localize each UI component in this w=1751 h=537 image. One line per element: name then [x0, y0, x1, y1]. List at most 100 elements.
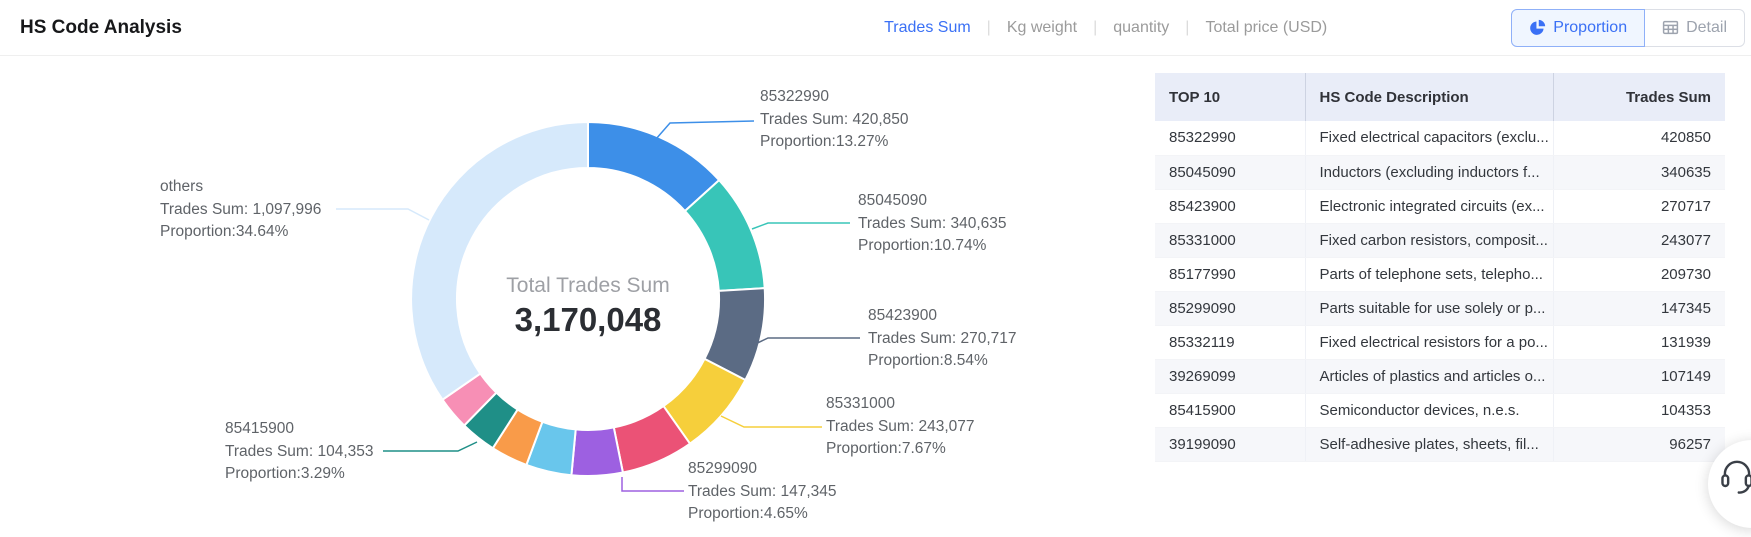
leader-line-others [336, 208, 430, 221]
callout-code: 85299090 [688, 460, 757, 477]
callout-trades-sum: Trades Sum: 147,345 [688, 482, 837, 500]
table-row: 85331000 Fixed carbon resistors, composit… [1155, 223, 1725, 258]
leader-line-85415900 [383, 441, 478, 452]
callout-proportion: Proportion:34.64% [160, 223, 289, 240]
trades-sum-cell: 104353 [1553, 393, 1725, 428]
trades-sum-cell: 340635 [1553, 155, 1725, 190]
table-header-row: TOP 10 HS Code Description Trades Sum [1155, 73, 1725, 121]
hs-code-cell: 85322990 [1155, 121, 1306, 156]
donut-center-text: Total Trades Sum 3,170,048 [438, 273, 738, 341]
callout-proportion: Proportion:7.67% [826, 440, 946, 457]
leader-line-85423900 [748, 337, 860, 348]
description-cell: Self-adhesive plates, sheets, fil... [1305, 427, 1554, 462]
pie-chart-icon [1529, 19, 1546, 36]
callout-trades-sum: Trades Sum: 340,635 [858, 214, 1007, 232]
callout-trades-sum: Trades Sum: 104,353 [225, 442, 374, 460]
trades-sum-cell: 243077 [1553, 223, 1725, 258]
trades-sum-cell: 270717 [1553, 189, 1725, 224]
trades-sum-cell: 209730 [1553, 257, 1725, 292]
description-cell: Electronic integrated circuits (ex... [1305, 189, 1554, 224]
callout-code: 85415900 [225, 420, 294, 437]
metric-tab-trades-sum[interactable]: Trades Sum [884, 18, 971, 36]
trades-sum-cell: 147345 [1553, 291, 1725, 326]
callout-proportion: Proportion:8.54% [868, 352, 988, 369]
callout-code: 85331000 [826, 395, 895, 412]
hs-code-cell: 85177990 [1155, 257, 1306, 292]
description-cell: Inductors (excluding inductors f... [1305, 155, 1554, 190]
metric-tab-kg-weight[interactable]: Kg weight [971, 19, 1077, 37]
trades-sum-cell: 107149 [1553, 359, 1725, 394]
callout-code: others [160, 178, 204, 195]
callout-85322990: 85322990 Trades Sum: 420,850 Proportion:… [760, 86, 908, 154]
hs-code-cell: 85415900 [1155, 393, 1306, 428]
description-cell: Parts of telephone sets, telepho... [1305, 257, 1554, 292]
column-header-description: HS Code Description [1305, 73, 1554, 121]
header-bar: HS Code Analysis Trades Sum Kg weight qu… [0, 0, 1751, 56]
leader-line-85331000 [720, 415, 822, 428]
detail-button-label: Detail [1686, 18, 1727, 36]
leader-line-85299090 [621, 477, 684, 492]
donut-segment-others[interactable] [410, 120, 589, 402]
column-header-top10: TOP 10 [1155, 73, 1306, 121]
callout-trades-sum: Trades Sum: 420,850 [760, 110, 909, 128]
hs-code-cell: 85045090 [1155, 155, 1306, 190]
proportion-button-label: Proportion [1553, 18, 1628, 36]
callout-proportion: Proportion:10.74% [858, 237, 987, 254]
hs-code-cell: 85299090 [1155, 291, 1306, 326]
description-cell: Fixed electrical capacitors (exclu... [1305, 121, 1554, 156]
hs-code-cell: 85331000 [1155, 223, 1306, 258]
hs-code-cell: 85423900 [1155, 189, 1306, 224]
callout-others: others Trades Sum: 1,097,996 Proportion:… [160, 176, 321, 244]
callout-proportion: Proportion:4.65% [688, 505, 808, 522]
description-cell: Fixed carbon resistors, composit... [1305, 223, 1554, 258]
callout-proportion: Proportion:13.27% [760, 133, 889, 150]
table-row: 85415900 Semiconductor devices, n.e.s. 104… [1155, 393, 1725, 428]
description-cell: Parts suitable for use solely or p... [1305, 291, 1554, 326]
callout-trades-sum: Trades Sum: 243,077 [826, 417, 975, 435]
donut-segment-85299090[interactable] [570, 426, 625, 477]
table-row: 39269099 Articles of plastics and article… [1155, 359, 1725, 394]
callout-code: 85423900 [868, 307, 937, 324]
trades-sum-cell: 420850 [1553, 121, 1725, 156]
metric-tabs: Trades Sum Kg weight quantity Total pric… [884, 19, 1327, 37]
description-cell: Fixed electrical resistors for a po... [1305, 325, 1554, 360]
hs-code-cell: 39199090 [1155, 427, 1306, 462]
callout-trades-sum: Trades Sum: 1,097,996 [160, 200, 322, 218]
leader-line-85322990 [655, 120, 755, 140]
table-grid-icon [1662, 19, 1679, 36]
top10-table: TOP 10 HS Code Description Trades Sum 85… [1155, 73, 1725, 462]
hs-code-cell: 85332119 [1155, 325, 1306, 360]
detail-button[interactable]: Detail [1644, 8, 1745, 47]
callout-trades-sum: Trades Sum: 270,717 [868, 329, 1017, 347]
table-row: 85423900 Electronic integrated circuits (… [1155, 189, 1725, 224]
table-row: 85332119 Fixed electrical resistors for a… [1155, 325, 1725, 360]
callout-85331000: 85331000 Trades Sum: 243,077 Proportion:… [826, 393, 974, 461]
metric-tab-quantity[interactable]: quantity [1077, 19, 1169, 37]
table-row: 39199090 Self-adhesive plates, sheets, fi… [1155, 427, 1725, 462]
column-header-trades-sum: Trades Sum [1553, 73, 1725, 121]
description-cell: Articles of plastics and articles o... [1305, 359, 1554, 394]
page-title: HS Code Analysis [20, 16, 182, 38]
total-trades-sum-label: Total Trades Sum [506, 274, 670, 297]
metric-tab-total-price[interactable]: Total price (USD) [1169, 19, 1327, 37]
callout-code: 85045090 [858, 192, 927, 209]
hs-code-cell: 39269099 [1155, 359, 1306, 394]
total-trades-sum-value: 3,170,048 [514, 301, 662, 338]
description-cell: Semiconductor devices, n.e.s. [1305, 393, 1554, 428]
callout-85415900: 85415900 Trades Sum: 104,353 Proportion:… [225, 418, 373, 486]
callout-85423900: 85423900 Trades Sum: 270,717 Proportion:… [868, 305, 1016, 373]
callout-proportion: Proportion:3.29% [225, 465, 345, 482]
callout-85299090: 85299090 Trades Sum: 147,345 Proportion:… [688, 458, 836, 526]
table-row: 85177990 Parts of telephone sets, telepho… [1155, 257, 1725, 292]
table-row: 85299090 Parts suitable for use solely or… [1155, 291, 1725, 326]
table-row: 85045090 Inductors (excluding inductors f… [1155, 155, 1725, 190]
callout-code: 85322990 [760, 88, 829, 105]
view-toggle: Proportion Detail [1511, 8, 1745, 47]
proportion-button[interactable]: Proportion [1511, 8, 1646, 47]
trades-sum-cell: 96257 [1553, 427, 1725, 462]
callout-85045090: 85045090 Trades Sum: 340,635 Proportion:… [858, 190, 1006, 258]
trades-sum-cell: 131939 [1553, 325, 1725, 360]
table-row: 85322990 Fixed electrical capacitors (exc… [1155, 121, 1725, 156]
leader-line-85045090 [751, 222, 850, 230]
